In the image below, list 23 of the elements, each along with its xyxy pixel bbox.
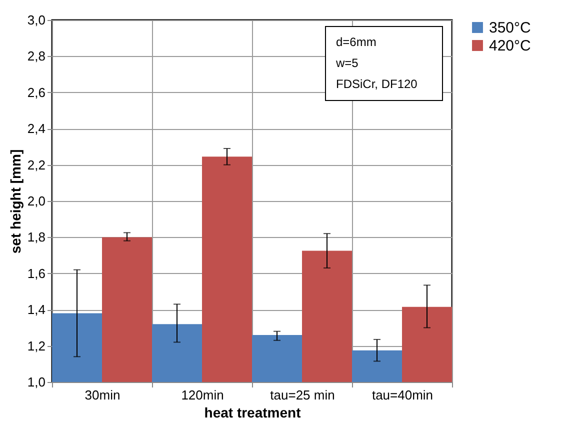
y-tick-label: 2,8 — [27, 48, 46, 64]
x-tick-label: 30min — [84, 388, 120, 402]
y-axis-title: set height [mm] — [7, 149, 24, 254]
y-tick-label: 1,2 — [27, 338, 46, 354]
note-box: d=6mm w=5 FDSiCr, DF120 — [325, 26, 443, 101]
annotation: FDSiCr, DF120 — [336, 76, 418, 93]
y-tick-label: 1,4 — [27, 302, 46, 318]
legend-label: 350°C — [489, 20, 532, 36]
annotation: d=6mm — [336, 34, 378, 51]
y-tick-label: 2,6 — [27, 84, 46, 100]
y-tick-label: 1,8 — [27, 230, 46, 245]
legend-label: 420°C — [489, 38, 532, 54]
y-tick-label: 1,0 — [27, 374, 46, 390]
y-tick-label: 1,6 — [27, 266, 46, 281]
x-tick-label: 120min — [181, 388, 224, 402]
x-tick-label: tau=25 min — [270, 388, 335, 402]
x-tick-label: tau=40min — [372, 388, 434, 402]
y-tick-label: 2,2 — [27, 157, 46, 172]
y-tick-label: 3,0 — [27, 12, 46, 28]
y-tick-label: 2,4 — [27, 121, 46, 136]
annotation: w=5 — [336, 55, 360, 72]
x-axis-title: heat treatment — [204, 404, 302, 420]
y-tick-label: 2,0 — [27, 194, 46, 208]
